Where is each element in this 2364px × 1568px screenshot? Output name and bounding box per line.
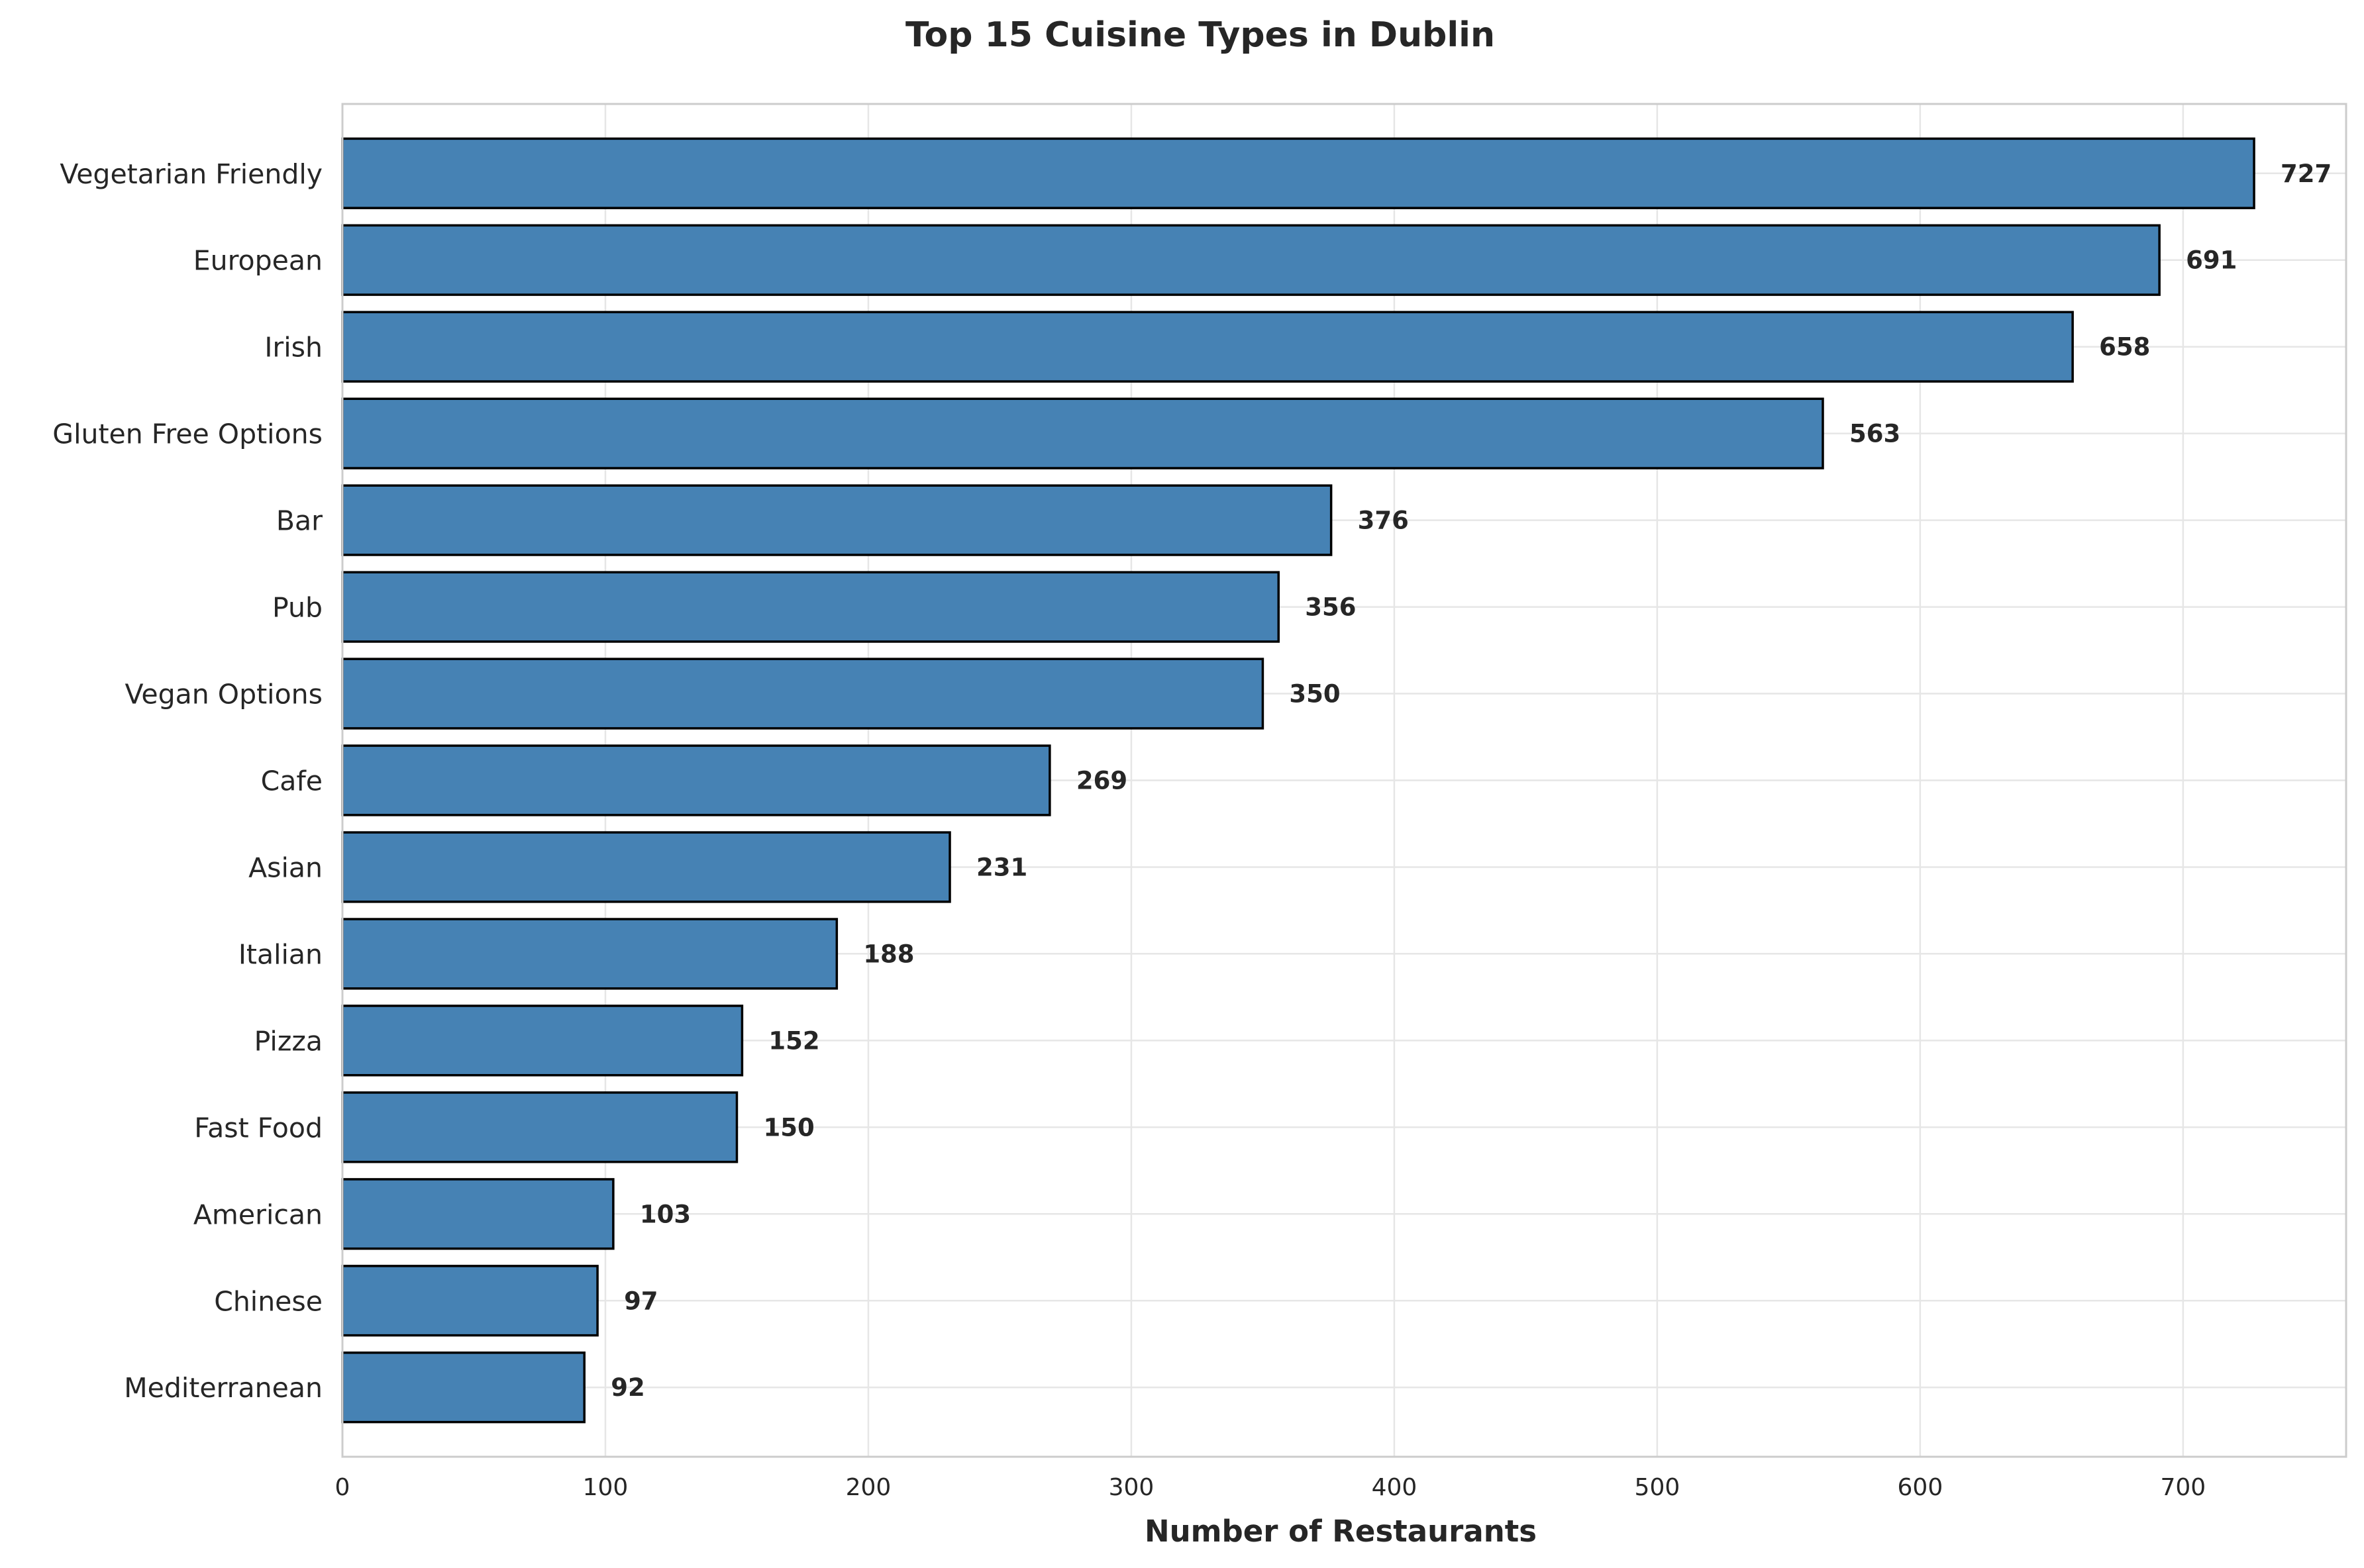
bar [341,137,2255,209]
data-label: 103 [640,1200,691,1228]
data-label: 150 [763,1113,814,1142]
bar [341,918,839,990]
x-tick-label: 500 [1635,1474,1680,1501]
bar [341,744,1051,816]
bar [341,397,1824,469]
y-tick-labels: Vegetarian Friendly European Irish Gluten F… [52,158,323,1404]
bar [341,311,2074,383]
y-tick-label: Chinese [214,1285,323,1317]
data-label: 376 [1358,507,1409,535]
y-tick-label: Bar [276,505,323,537]
axes-frame [341,103,2347,1458]
y-tick-label: Cafe [261,765,323,797]
x-tick-label: 400 [1372,1474,1417,1501]
x-tick-label: 600 [1898,1474,1943,1501]
y-tick-label: Pizza [254,1025,323,1057]
data-label: 691 [2186,246,2237,275]
x-tick-label: 300 [1109,1474,1155,1501]
bar [341,1178,615,1250]
y-tick-label: Fast Food [194,1112,323,1144]
y-tick-label: Gluten Free Options [52,418,323,450]
data-label: 97 [624,1287,658,1315]
y-tick-label: Vegan Options [125,679,323,710]
data-label: 563 [1849,420,1900,448]
y-tick-label: Asian [248,852,323,883]
bar [341,1091,739,1163]
bar [341,571,1280,643]
data-label: 152 [768,1026,819,1055]
y-tick-label: American [193,1199,323,1230]
y-tick-label: Mediterranean [124,1372,323,1404]
bar [341,1351,586,1424]
y-tick-label: Irish [264,332,323,364]
data-label: 658 [2099,333,2150,362]
bar [341,1265,599,1337]
data-label: 356 [1305,593,1356,622]
y-tick-label: Vegetarian Friendly [60,158,323,190]
y-tick-label: European [193,245,323,277]
bar [341,224,2161,296]
data-label: 727 [2281,160,2332,188]
data-label: 231 [976,853,1027,881]
x-tick-labels: 0 100 200 300 400 500 600 700 [335,1474,2206,1501]
y-tick-label: Italian [238,938,323,970]
x-tick-label: 0 [335,1474,350,1501]
data-labels: 727 691 658 563 376 356 350 269 231 188 152 150 103 9… [611,160,2332,1402]
data-label: 92 [611,1373,645,1402]
data-label: 269 [1076,767,1127,795]
bar [341,484,1333,556]
x-axis-label: Number of Restaurants [1145,1514,1537,1549]
bar [341,1004,744,1077]
bar [341,831,951,903]
chart-title: Top 15 Cuisine Types in Dublin [905,15,1495,55]
x-tick-label: 200 [846,1474,892,1501]
data-label: 350 [1289,680,1340,709]
data-label: 188 [863,940,914,968]
bars [341,137,2255,1424]
y-tick-label: Pub [272,592,323,624]
x-tick-label: 100 [583,1474,629,1501]
bar [341,658,1264,730]
x-tick-label: 700 [2161,1474,2206,1501]
